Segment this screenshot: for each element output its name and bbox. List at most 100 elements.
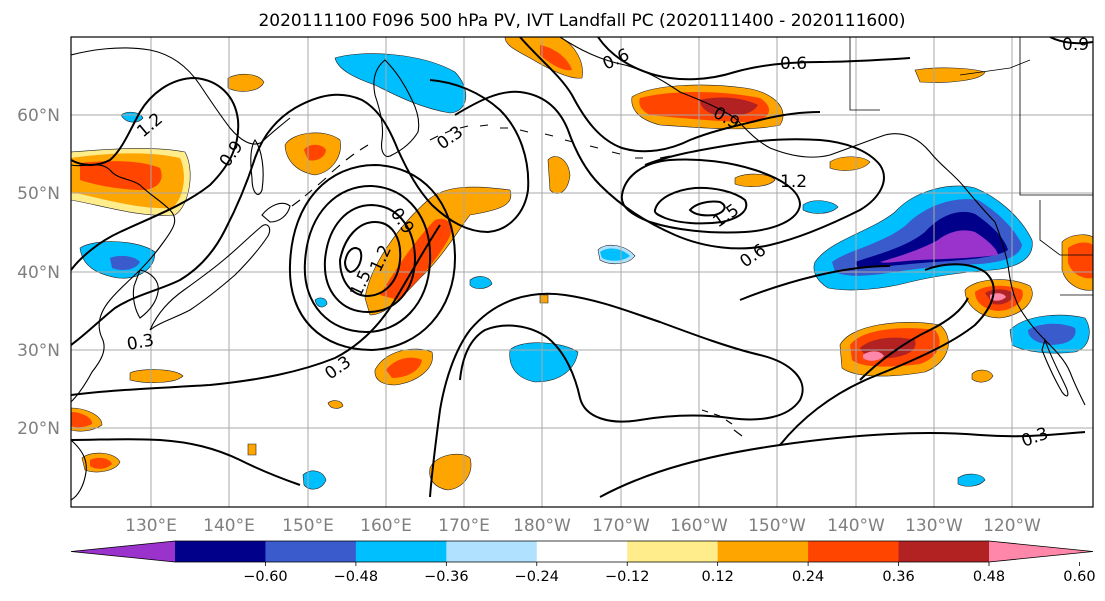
anomaly-positive-region	[734, 173, 776, 187]
anomaly-negative-region	[334, 53, 467, 114]
colorbar-extend-max	[989, 541, 1093, 562]
anomaly-positive-region	[90, 457, 112, 469]
aleutian-islands	[429, 124, 671, 159]
anomaly-negative-region	[957, 473, 986, 487]
longitude-labels: 130°E 140°E 150°E 160°E 170°E 180°W 170°…	[125, 516, 1041, 536]
colorbar-tick-label: 0.60	[1063, 569, 1095, 585]
hawaii-islands	[701, 409, 743, 437]
anomaly-positive-region	[539, 294, 549, 304]
lon-label: 120°W	[983, 516, 1041, 536]
lon-label: 130°W	[905, 516, 963, 536]
lon-label: 140°E	[203, 516, 255, 536]
anomaly-positive-region	[227, 73, 265, 92]
asia-coastline	[71, 164, 176, 403]
pv-contour	[343, 247, 363, 274]
philippines-coastline	[71, 439, 87, 501]
pv-contour	[71, 79, 530, 346]
pv-contour	[71, 438, 301, 486]
anomaly-positive-region	[327, 400, 344, 409]
lon-label: 160°E	[360, 516, 412, 536]
anomaly-negative-region	[1028, 323, 1076, 345]
anomaly-positive-region	[863, 351, 884, 361]
pv-contour	[597, 37, 911, 81]
pv-contour	[71, 224, 441, 396]
pv-contour	[323, 203, 417, 314]
pv-contour	[288, 163, 457, 352]
kuril-islands	[291, 144, 369, 207]
colorbar: −0.60 −0.48 −0.36 −0.24 −0.12 0.12 0.24 0.36 0.4…	[70, 540, 1096, 585]
colorbar-segment	[446, 541, 538, 562]
anomaly-positive-region	[829, 156, 871, 171]
colorbar-tick-label: −0.24	[515, 569, 559, 585]
anomaly-negative-region	[314, 297, 328, 308]
figure-title: 2020111100 F096 500 hPa PV, IVT Landfall…	[258, 11, 905, 31]
anomaly-negative-region	[110, 255, 140, 270]
pv-contour	[1049, 37, 1093, 45]
colorbar-tick-label: 0.36	[882, 569, 914, 585]
pv-contour	[429, 292, 804, 498]
colorbar-segment	[898, 541, 990, 562]
colorbar-tick-label: 0.12	[702, 569, 734, 585]
contour-label: 0.9	[1062, 35, 1089, 55]
colorbar-tick-label: 0.24	[792, 569, 824, 585]
contour-label: 0.6	[780, 54, 807, 74]
anomaly-positive-region	[1068, 242, 1093, 279]
kamchatka-coastline	[373, 59, 420, 158]
lon-label: 140°W	[827, 516, 885, 536]
anomaly-positive-region	[304, 144, 326, 161]
hokkaido-coastline	[261, 202, 291, 223]
colorbar-segment	[808, 541, 900, 562]
pv-contour	[519, 37, 821, 153]
colorbar-segment	[536, 541, 628, 562]
lat-label: 20°N	[17, 419, 60, 439]
anomaly-negative-region	[600, 248, 630, 261]
anomaly-positive-region	[71, 412, 93, 428]
lat-label: 60°N	[17, 106, 60, 126]
pv-contour	[338, 220, 402, 298]
anomaly-negative-region	[469, 276, 493, 289]
colorbar-tick-label: −0.48	[334, 569, 378, 585]
anomaly-positive-region	[971, 369, 994, 383]
baja-coastline	[1041, 338, 1069, 397]
map-panel: 1.2 0.9 0.3 0.9 0.6 0.6 0.9 1.2 1.5 0.6 …	[70, 35, 1094, 508]
lon-label: 170°W	[592, 516, 650, 536]
pv-contour	[71, 76, 240, 271]
lat-label: 40°N	[17, 263, 60, 283]
pv-contour	[303, 184, 432, 334]
north-america-coastline	[994, 221, 1086, 406]
colorbar-outline	[70, 540, 1094, 563]
gridlines	[71, 37, 1093, 507]
contour-label: 1.2	[780, 172, 807, 192]
colorbar-tick-label: 0.48	[973, 569, 1005, 585]
lon-label: 170°E	[438, 516, 490, 536]
lat-label: 30°N	[17, 341, 60, 361]
pv-contour	[599, 431, 1086, 498]
contour-label: 0.3	[125, 331, 155, 355]
colorbar-segment	[627, 541, 719, 562]
anomaly-positive-region	[700, 97, 758, 117]
latitude-labels: 60°N 50°N 40°N 30°N 20°N	[17, 106, 60, 439]
anomaly-positive-region	[386, 357, 422, 378]
lat-label: 50°N	[17, 184, 60, 204]
anomaly-positive-region	[129, 369, 184, 383]
anomaly-negative-region	[802, 200, 839, 214]
colorbar-segment	[717, 541, 809, 562]
anomaly-positive-region	[247, 443, 257, 456]
colorbar-tick-label: −0.36	[424, 569, 468, 585]
colorbar-extend-min	[71, 541, 175, 562]
lon-label: 160°W	[670, 516, 728, 536]
japan-coastline	[149, 224, 271, 331]
anomaly-negative-region	[880, 230, 998, 263]
colorbar-tick-label: −0.12	[605, 569, 649, 585]
anomaly-positive-region	[914, 67, 986, 83]
colorbar-segment	[265, 541, 357, 562]
map-frame	[70, 36, 1094, 508]
lon-label: 180°W	[513, 516, 571, 536]
colorbar-tick-label: −0.60	[243, 569, 287, 585]
lon-label: 130°E	[125, 516, 177, 536]
pv-contours	[71, 37, 1093, 498]
sakhalin-coastline	[250, 139, 264, 195]
pv-contour	[779, 263, 995, 446]
colorbar-segment	[355, 541, 447, 562]
anomaly-positive-region	[429, 453, 472, 491]
